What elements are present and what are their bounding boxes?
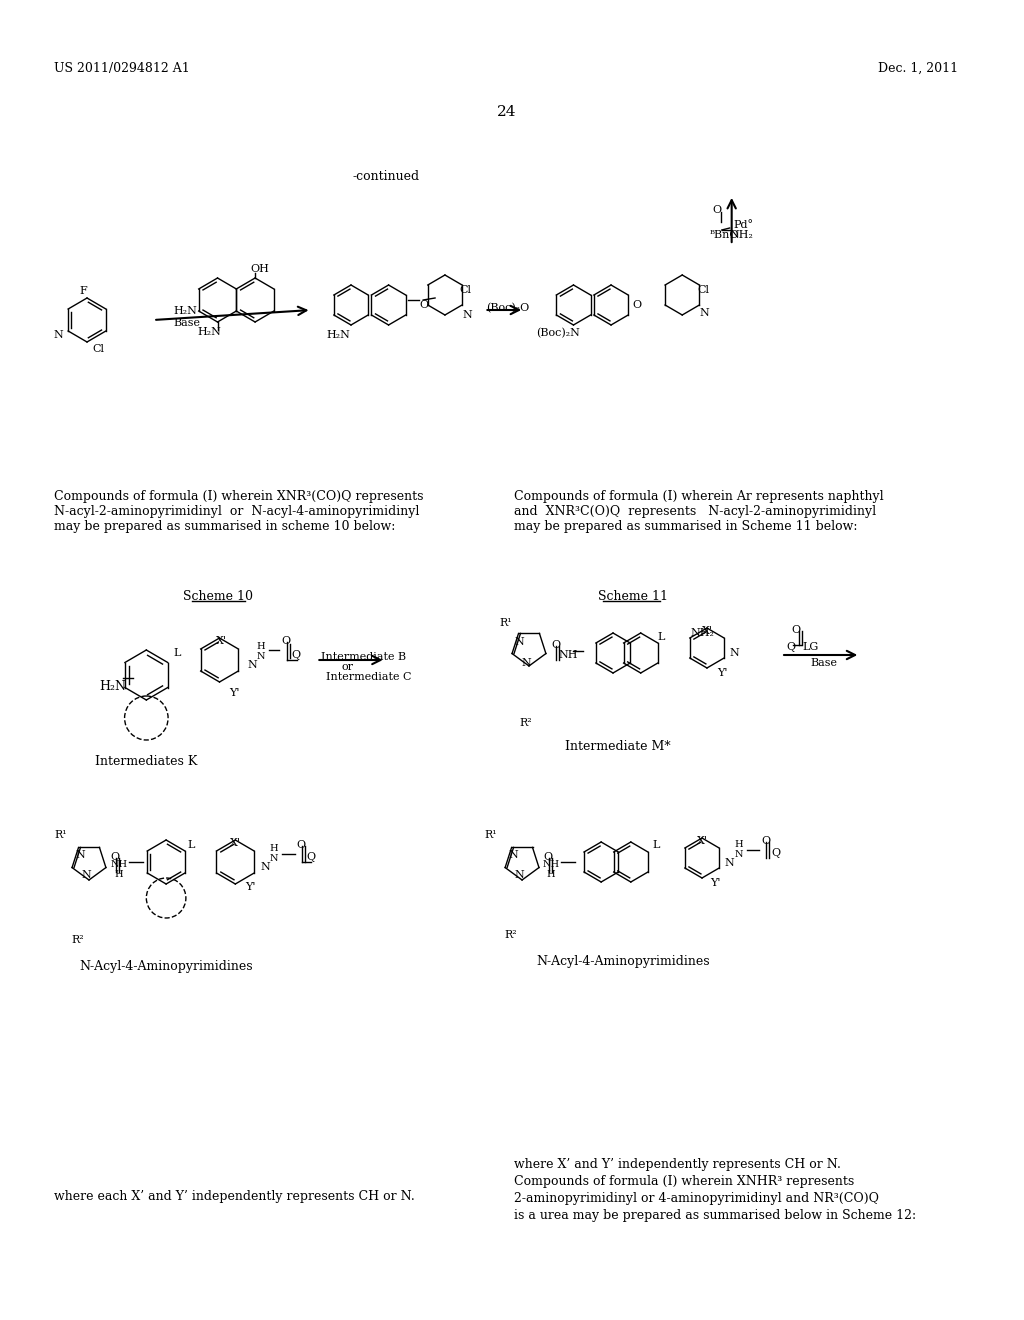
- Text: Scheme 11: Scheme 11: [598, 590, 668, 603]
- Text: O: O: [633, 300, 642, 310]
- Text: Q: Q: [306, 851, 315, 862]
- Text: Dec. 1, 2011: Dec. 1, 2011: [878, 62, 958, 75]
- Text: O: O: [552, 640, 561, 649]
- Text: where each X’ and Y’ independently represents CH or N.: where each X’ and Y’ independently repre…: [54, 1191, 415, 1203]
- Text: Intermediate C: Intermediate C: [327, 672, 412, 682]
- Text: Intermediate B: Intermediate B: [322, 652, 407, 663]
- Text: (Boc)₂O: (Boc)₂O: [486, 304, 529, 313]
- Text: NH
H: NH H: [542, 861, 559, 879]
- Text: R²: R²: [519, 718, 531, 729]
- Text: 2-aminopyrimidinyl or 4-aminopyrimidinyl and NR³(CO)Q: 2-aminopyrimidinyl or 4-aminopyrimidinyl…: [514, 1192, 880, 1205]
- Text: O: O: [761, 836, 770, 846]
- Text: L: L: [173, 648, 180, 657]
- Text: Base: Base: [811, 657, 838, 668]
- Text: N: N: [521, 657, 530, 668]
- Text: Intermediate M*: Intermediate M*: [565, 741, 671, 752]
- Text: Compounds of formula (I) wherein XNHR³ represents: Compounds of formula (I) wherein XNHR³ r…: [514, 1175, 854, 1188]
- Text: X': X': [702, 626, 713, 636]
- Text: N: N: [75, 850, 85, 861]
- Text: N: N: [725, 858, 734, 869]
- Text: ᴮBnO: ᴮBnO: [710, 230, 739, 240]
- Text: NH
H: NH H: [111, 861, 127, 879]
- Text: LG: LG: [803, 642, 819, 652]
- Text: O: O: [791, 624, 800, 635]
- Text: X': X': [215, 636, 226, 645]
- Text: R¹: R¹: [484, 830, 497, 840]
- Text: Cl: Cl: [92, 345, 104, 354]
- Text: Cl: Cl: [697, 285, 709, 294]
- Text: N: N: [514, 870, 524, 880]
- Text: 24: 24: [497, 106, 516, 119]
- Text: H
N: H N: [257, 642, 265, 661]
- Text: H₂N: H₂N: [173, 306, 197, 315]
- Text: is a urea may be prepared as summarised below in Scheme 12:: is a urea may be prepared as summarised …: [514, 1209, 916, 1222]
- Text: R²: R²: [504, 931, 517, 940]
- Text: Y': Y': [229, 688, 240, 698]
- Text: Q: Q: [771, 847, 780, 858]
- Text: N: N: [247, 660, 257, 671]
- Text: where X’ and Y’ independently represents CH or N.: where X’ and Y’ independently represents…: [514, 1158, 841, 1171]
- Text: (Boc)₂N: (Boc)₂N: [536, 327, 580, 338]
- Text: NH₂: NH₂: [690, 628, 714, 638]
- Text: N-Acyl-4-Aminopyrimidines: N-Acyl-4-Aminopyrimidines: [537, 954, 710, 968]
- Text: Q: Q: [786, 642, 796, 652]
- Text: N: N: [699, 308, 709, 318]
- Text: Y': Y': [245, 882, 256, 892]
- Text: Y': Y': [710, 878, 721, 888]
- Text: N: N: [53, 330, 63, 341]
- Text: H₂N: H₂N: [327, 330, 350, 341]
- Text: X': X': [697, 836, 708, 846]
- Text: NH: NH: [559, 649, 579, 660]
- Text: O: O: [712, 205, 721, 215]
- Text: N: N: [730, 648, 739, 657]
- Text: N: N: [81, 870, 91, 880]
- Text: H
N: H N: [734, 840, 742, 859]
- Text: Compounds of formula (I) wherein XNR³(CO)Q represents
N-acyl-2-aminopyrimidinyl : Compounds of formula (I) wherein XNR³(CO…: [54, 490, 424, 533]
- Text: N-Acyl-4-Aminopyrimidines: N-Acyl-4-Aminopyrimidines: [79, 960, 253, 973]
- Text: N: N: [463, 310, 472, 319]
- Text: L: L: [652, 840, 659, 850]
- Text: F: F: [79, 286, 87, 296]
- Text: O: O: [419, 300, 428, 310]
- Text: NH₂: NH₂: [730, 230, 754, 240]
- Text: N: N: [260, 862, 269, 873]
- Text: L: L: [187, 840, 196, 850]
- Text: O: O: [297, 840, 306, 850]
- Text: R¹: R¹: [500, 618, 512, 628]
- Text: O: O: [282, 636, 291, 645]
- Text: H₂N: H₂N: [99, 680, 126, 693]
- Text: N: N: [514, 638, 524, 647]
- Text: O: O: [544, 851, 553, 862]
- Text: US 2011/0294812 A1: US 2011/0294812 A1: [54, 62, 190, 75]
- Text: Compounds of formula (I) wherein Ar represents naphthyl
and  XNR³C(O)Q  represen: Compounds of formula (I) wherein Ar repr…: [514, 490, 884, 533]
- Text: H₂N: H₂N: [198, 327, 221, 337]
- Text: R²: R²: [72, 935, 84, 945]
- Text: N: N: [508, 850, 518, 861]
- Text: O: O: [111, 851, 120, 862]
- Text: OH: OH: [250, 264, 269, 275]
- Text: or: or: [341, 663, 353, 672]
- Text: X': X': [230, 838, 242, 847]
- Text: Q: Q: [292, 649, 301, 660]
- Text: -continued: -continued: [352, 170, 419, 183]
- Text: Intermediates K: Intermediates K: [95, 755, 198, 768]
- Text: Pd°: Pd°: [733, 220, 754, 230]
- Text: Y': Y': [717, 668, 727, 678]
- Text: Cl: Cl: [460, 285, 472, 294]
- Text: Scheme 10: Scheme 10: [182, 590, 253, 603]
- Text: L: L: [657, 632, 665, 642]
- Text: H
N: H N: [269, 843, 279, 863]
- Text: R¹: R¹: [54, 830, 67, 840]
- Text: Base: Base: [173, 318, 200, 327]
